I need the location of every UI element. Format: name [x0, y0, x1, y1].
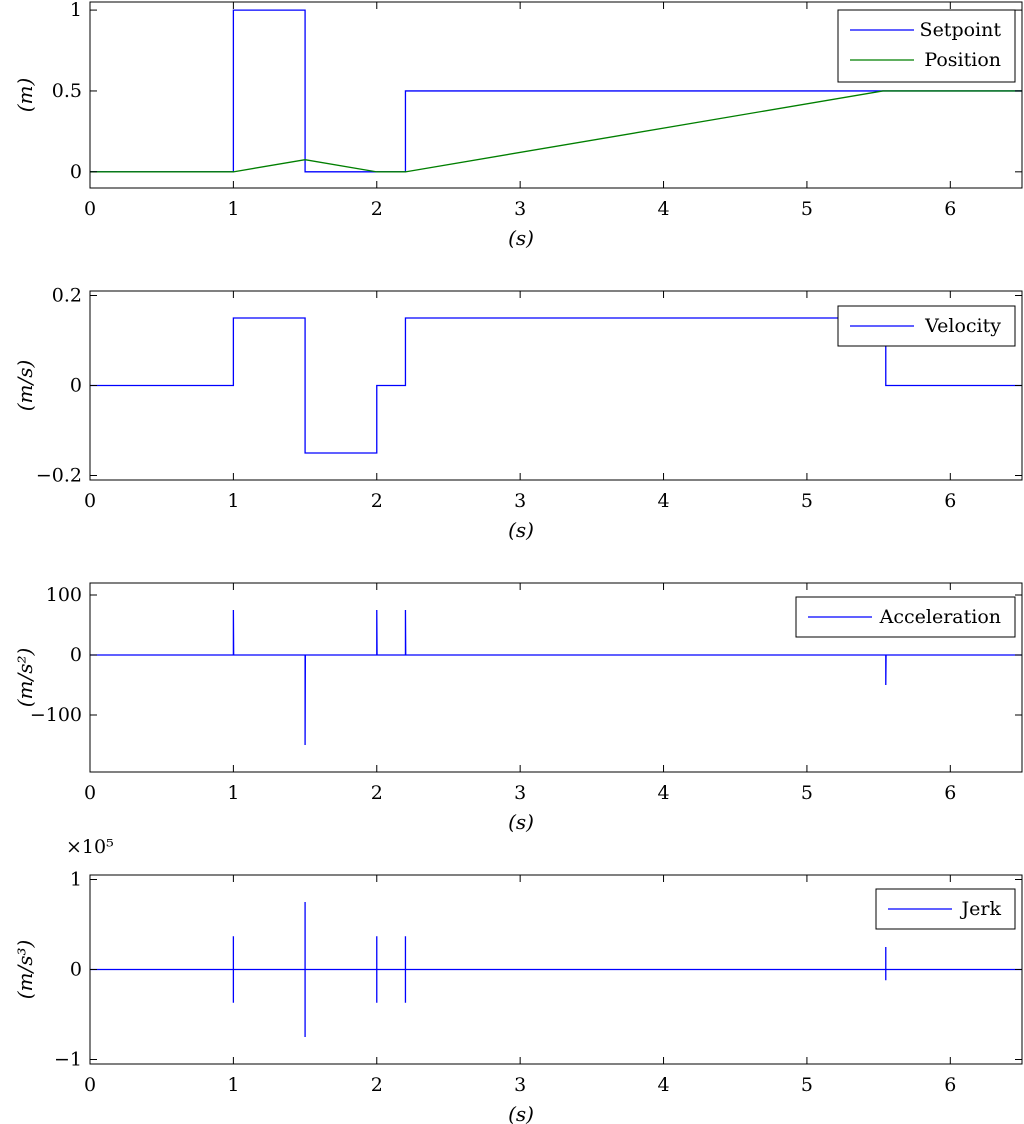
x-tick-label: 1 [227, 198, 239, 220]
x-tick-label: 1 [227, 490, 239, 512]
x-tick-label: 4 [657, 1074, 669, 1096]
x-axis-label: (s) [508, 810, 534, 834]
y-tick-label: −1 [54, 1049, 82, 1071]
legend-label-position: Position [924, 49, 1001, 71]
x-tick-label: 6 [944, 1074, 956, 1096]
x-tick-label: 1 [227, 782, 239, 804]
series-line-acceleration [90, 609, 1022, 746]
x-tick-label: 0 [84, 782, 96, 804]
x-axis-label: (s) [508, 518, 534, 542]
y-tick-label: 0.5 [52, 80, 82, 102]
y-axis-label: (m/s²) [13, 648, 37, 708]
x-tick-label: 4 [657, 782, 669, 804]
legend: Acceleration [795, 596, 1016, 638]
x-tick-label: 2 [371, 198, 383, 220]
legend: Jerk [875, 888, 1016, 930]
y-tick-label: 100 [46, 584, 82, 606]
x-tick-label: 2 [371, 1074, 383, 1096]
x-tick-label: 5 [801, 1074, 813, 1096]
x-tick-label: 5 [801, 198, 813, 220]
y-tick-label: 0 [70, 959, 82, 981]
y-axis-label: (m/s³) [13, 940, 37, 1000]
y-tick-label: 0 [70, 161, 82, 183]
x-tick-label: 4 [657, 198, 669, 220]
x-tick-label: 2 [371, 782, 383, 804]
x-tick-label: 2 [371, 490, 383, 512]
axes-frame [89, 582, 1023, 773]
legend-label-jerk: Jerk [960, 898, 1002, 920]
y-tick-label: 0 [70, 375, 82, 397]
x-tick-label: 6 [944, 782, 956, 804]
legend: Setpoint Position [837, 9, 1016, 83]
axes-frame [89, 1, 1023, 189]
y-axis-label: (m) [13, 78, 37, 113]
x-tick-label: 0 [84, 1074, 96, 1096]
x-axis-label: (s) [508, 1102, 534, 1124]
subplot-3: 0 1 2 3 4 5 6 −100 0 100 (s) (m/s²) Acceleration [13, 582, 1023, 834]
x-tick-label: 5 [801, 490, 813, 512]
y-tick-label: 1 [70, 869, 82, 891]
x-tick-label: 3 [514, 198, 526, 220]
y-axis-label: (m/s) [13, 360, 37, 412]
x-tick-label: 0 [84, 490, 96, 512]
y-tick-label: −0.2 [36, 465, 82, 487]
subplot-2: 0 1 2 3 4 5 6−0.200.2(s)(m/s)Velocity [13, 285, 1023, 542]
x-tick-label: 6 [944, 198, 956, 220]
legend-label-setpoint: Setpoint [920, 19, 1002, 41]
x-tick-label: 6 [944, 490, 956, 512]
x-axis-label: (s) [508, 226, 534, 250]
y-tick-label: 0 [70, 644, 82, 666]
series-line-position [90, 90, 1022, 173]
x-tick-label: 0 [84, 198, 96, 220]
series-line-jerk [90, 902, 1022, 1037]
y-tick-label: 0.2 [52, 285, 82, 307]
x-tick-label: 5 [801, 782, 813, 804]
legend-label-velocity: Velocity [924, 315, 1001, 337]
x-tick-label: 4 [657, 490, 669, 512]
x-tick-label: 3 [514, 1074, 526, 1096]
y-exponent-label: ×10⁵ [66, 836, 114, 858]
y-tick-label: 1 [70, 0, 82, 21]
legend-box [837, 9, 1016, 83]
legend: Velocity [837, 305, 1016, 347]
x-tick-label: 1 [227, 1074, 239, 1096]
y-tick-label: −100 [30, 704, 82, 726]
x-tick-label: 3 [514, 782, 526, 804]
series-line-setpoint [90, 9, 1022, 173]
subplot-1: 0 1 2 3 4 5 6 0 0.5 1 (s) (m) Setpoint Position [13, 0, 1023, 250]
x-tick-label: 3 [514, 490, 526, 512]
legend-label-acceleration: Acceleration [879, 606, 1001, 628]
